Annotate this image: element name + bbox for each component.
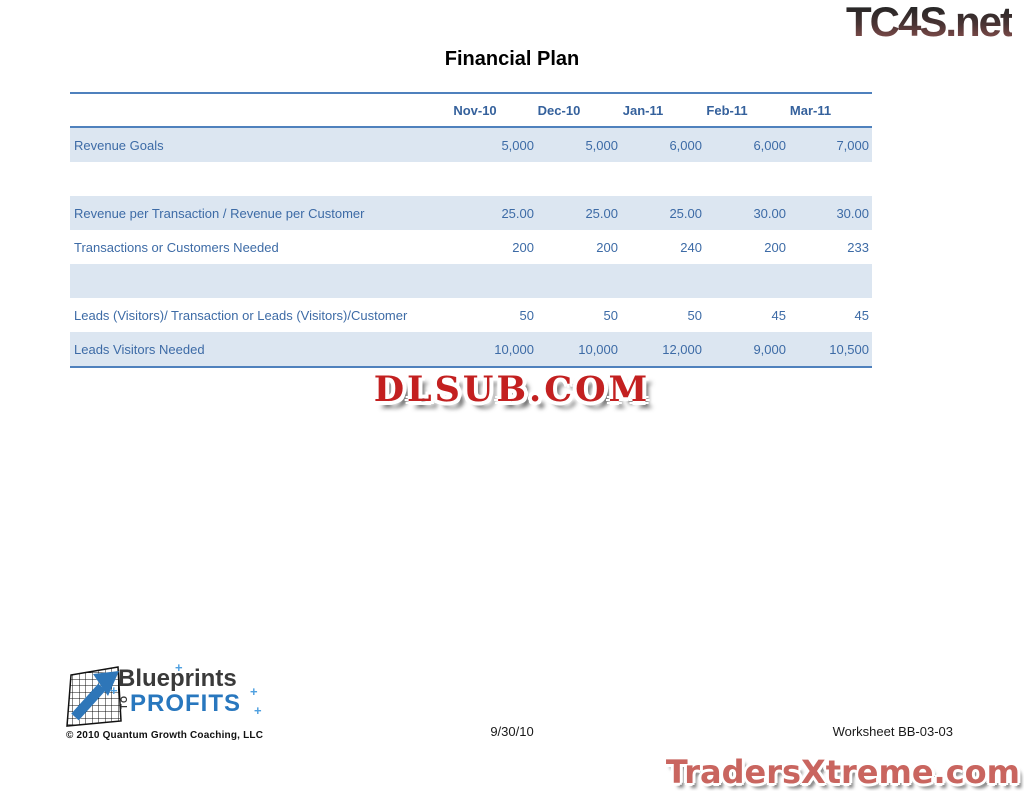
crosshair-icon: +	[254, 703, 262, 718]
crosshair-icon: +	[110, 683, 118, 698]
cell-value	[789, 162, 872, 196]
cell-value	[537, 264, 621, 298]
logo-word-profits: PROFITS	[130, 690, 242, 717]
cell-value: 45	[854, 307, 869, 323]
cell-value: 6,000	[705, 127, 789, 162]
cell-value	[453, 162, 537, 196]
cell-value: 25.00	[453, 196, 537, 230]
cell-value: 6,000	[621, 127, 705, 162]
cell-value	[789, 264, 872, 298]
cell-value	[621, 264, 705, 298]
cell-value: 50	[687, 307, 702, 323]
cell-value: 25.00	[537, 196, 621, 230]
cell-value: 10,000	[453, 332, 537, 368]
row-label: Revenue per Transaction / Revenue per Cu…	[70, 196, 453, 230]
blueprints-to-profits-logo: Blueprints TO PROFITS + + + + © 2010 Qua…	[64, 660, 274, 753]
header-row: Nov-10 Dec-10 Jan-11 Feb-11 Mar-11	[70, 92, 872, 128]
row-label	[70, 162, 453, 196]
column-header: Nov-10	[453, 92, 537, 128]
cell-value	[537, 162, 621, 196]
watermark-tc4s: TC4S.net	[845, 0, 1014, 45]
cell-value: 12,000	[621, 332, 705, 368]
logo-word-to: TO	[119, 695, 129, 710]
logo-word-blueprints: Blueprints	[118, 665, 237, 692]
column-header-empty	[70, 92, 453, 128]
row-label: Transactions or Customers Needed	[74, 239, 279, 255]
cell-value: 200	[764, 239, 786, 255]
column-header: Mar-11	[789, 92, 872, 128]
column-header: Feb-11	[705, 92, 789, 128]
table-row: Revenue Goals 5,000 5,000 6,000 6,000 7,000	[70, 127, 872, 162]
cell-value: 5,000	[453, 127, 537, 162]
watermark-tradersxtreme: TradersXtreme.com	[665, 753, 1020, 791]
cell-value	[705, 162, 789, 196]
footer-date: 9/30/10	[490, 724, 534, 739]
growth-chart-icon	[66, 666, 122, 727]
cell-value: 30.00	[705, 196, 789, 230]
cell-value	[621, 162, 705, 196]
cell-value: 200	[596, 239, 618, 255]
cell-value: 50	[603, 307, 618, 323]
page-title: Financial Plan	[444, 48, 580, 70]
column-header: Dec-10	[537, 92, 621, 128]
cell-value: 5,000	[537, 127, 621, 162]
cell-value: 240	[680, 239, 702, 255]
crosshair-icon: +	[250, 684, 258, 699]
table-row	[70, 264, 872, 298]
row-label	[70, 264, 453, 298]
cell-value: 10,000	[537, 332, 621, 368]
table-row: Transactions or Customers Needed 200 200 24…	[70, 230, 872, 264]
watermark-dlsub: DLSUB.COM	[373, 369, 651, 410]
cell-value: 9,000	[705, 332, 789, 368]
cell-value: 200	[512, 239, 534, 255]
column-header: Jan-11	[621, 92, 705, 128]
cell-value: 7,000	[789, 127, 872, 162]
table-row	[70, 162, 872, 196]
cell-value: 25.00	[621, 196, 705, 230]
cell-value: 233	[847, 239, 869, 255]
table-row: Leads Visitors Needed 10,000 10,000 12,000 9…	[70, 332, 872, 368]
table-row: Revenue per Transaction / Revenue per Cu…	[70, 196, 872, 230]
cell-value	[453, 264, 537, 298]
cell-value: 10,500	[789, 332, 872, 368]
row-label: Leads Visitors Needed	[70, 332, 453, 368]
crosshair-icon: +	[175, 660, 183, 675]
row-label: Leads (Visitors)/ Transaction or Leads (…	[74, 307, 408, 323]
footer-worksheet-id: Worksheet BB-03-03	[832, 724, 953, 739]
table-row: Leads (Visitors)/ Transaction or Leads (…	[70, 298, 872, 332]
cell-value: 30.00	[789, 196, 872, 230]
cell-value	[705, 264, 789, 298]
cell-value: 50	[519, 307, 534, 323]
financial-table: Nov-10 Dec-10 Jan-11 Feb-11 Mar-11 Revenue Go…	[70, 92, 872, 368]
row-label: Revenue Goals	[70, 127, 453, 162]
cell-value: 45	[771, 307, 786, 323]
copyright-text: © 2010 Quantum Growth Coaching, LLC	[66, 730, 264, 741]
